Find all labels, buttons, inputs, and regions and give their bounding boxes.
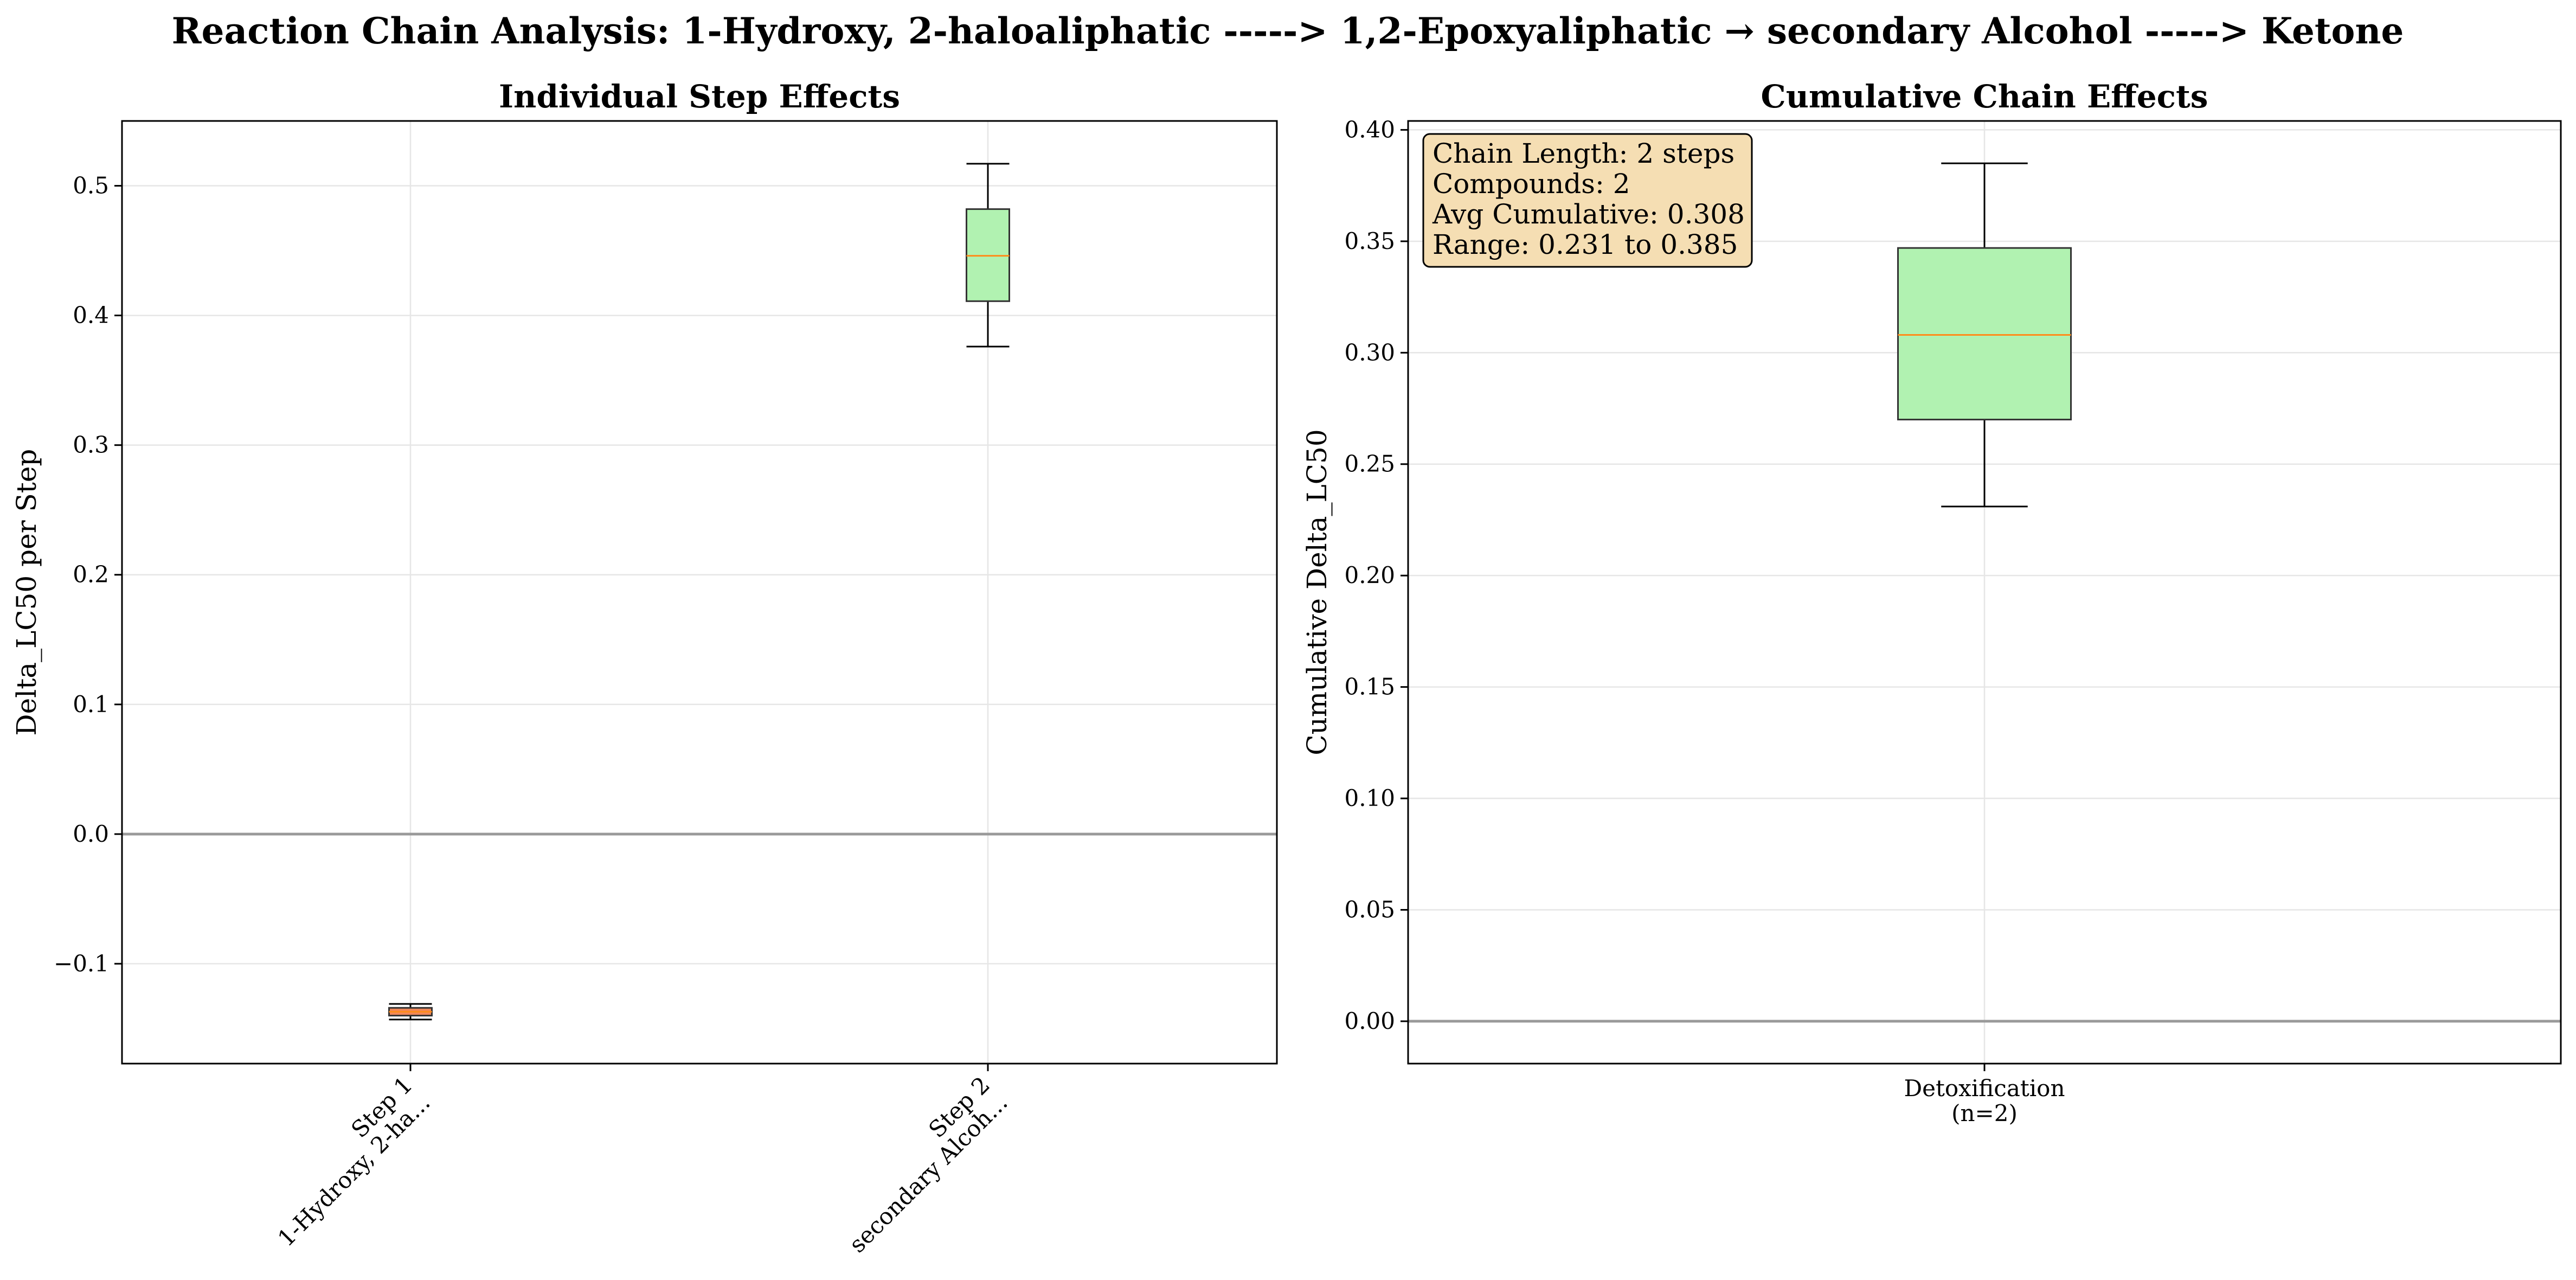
step-effects-panel: Individual Step Effects −0.1 0.0 0.1 0.2 0.3… xyxy=(11,78,1278,1258)
x-tick-label-line2: 1-Hydroxy, 2-ha... xyxy=(273,1089,435,1252)
y-tick-label: 0.2 xyxy=(73,561,109,588)
y-tick-label: 0.30 xyxy=(1344,339,1395,366)
cumulative-ylabel: Cumulative Delta_LC50 xyxy=(1301,429,1333,755)
cumulative-x-ticks: Detoxification(n=2) xyxy=(1904,1064,2065,1127)
y-tick-label: 0.3 xyxy=(73,432,109,458)
y-tick-label: 0.05 xyxy=(1344,896,1395,923)
x-tick-label: Step 11-Hydroxy, 2-ha... xyxy=(273,1071,435,1252)
figure-title: Reaction Chain Analysis: 1-Hydroxy, 2-ha… xyxy=(172,10,2404,52)
y-tick-label: −0.1 xyxy=(54,950,109,977)
cumulative-panel: Cumulative Chain Effects 0.00 0.05 0.10 0.1… xyxy=(1301,78,2562,1127)
cumulative-title: Cumulative Chain Effects xyxy=(1761,78,2208,115)
y-tick-label: 0.25 xyxy=(1344,451,1395,477)
step-effects-frame xyxy=(121,120,1278,1065)
summary-avg-cumulative: Avg Cumulative: 0.308 xyxy=(1432,199,1745,230)
x-tick-label-line1: Detoxification xyxy=(1904,1075,2065,1102)
summary-range: Range: 0.231 to 0.385 xyxy=(1432,229,1738,260)
y-tick-label: 0.00 xyxy=(1344,1008,1395,1034)
x-tick-label-line2: (n=2) xyxy=(1951,1100,2018,1127)
y-tick-label: 0.20 xyxy=(1344,562,1395,588)
y-tick-label: 0.40 xyxy=(1344,116,1395,143)
y-tick-label: 0.4 xyxy=(73,302,109,329)
y-tick-label: 0.5 xyxy=(73,172,109,199)
y-tick-label: 0.10 xyxy=(1344,785,1395,811)
y-tick-label: 0.35 xyxy=(1344,228,1395,254)
y-tick-label: 0.0 xyxy=(73,821,109,847)
step-effects-marks xyxy=(122,163,1277,1021)
cumulative-y-ticks: 0.00 0.05 0.10 0.15 0.20 0.25 0.30 0.35 0.40 xyxy=(1344,116,1408,1034)
summary-infobox-frame xyxy=(1422,133,1753,268)
summary-infobox: Chain Length: 2 steps Compounds: 2 Avg C… xyxy=(1422,133,1753,268)
x-tick-label-line2: secondary Alcoh... xyxy=(844,1089,1012,1258)
y-tick-label: 0.15 xyxy=(1344,674,1395,700)
box-iqr xyxy=(1897,247,2072,421)
step-effects-ylabel: Delta_LC50 per Step xyxy=(11,449,42,736)
step-effects-x-ticks: Step 11-Hydroxy, 2-ha... Step 2secondary … xyxy=(273,1064,1013,1258)
step-effects-grid xyxy=(122,121,1277,1064)
summary-compounds: Compounds: 2 xyxy=(1432,168,1630,200)
step-effects-y-ticks: −0.1 0.0 0.1 0.2 0.3 0.4 0.5 xyxy=(54,172,122,977)
cumulative-marks xyxy=(1408,162,2561,1023)
step-effects-title: Individual Step Effects xyxy=(499,78,900,115)
y-tick-label: 0.1 xyxy=(73,691,109,718)
summary-chain-length: Chain Length: 2 steps xyxy=(1432,138,1735,169)
